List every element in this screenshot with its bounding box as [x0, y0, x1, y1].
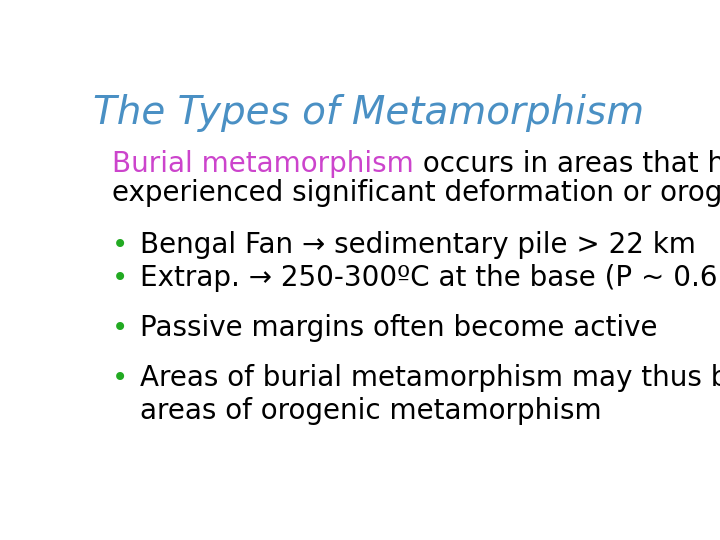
Text: Bengal Fan → sedimentary pile > 22 km: Bengal Fan → sedimentary pile > 22 km — [140, 231, 696, 259]
Text: Areas of burial metamorphism may thus become: Areas of burial metamorphism may thus be… — [140, 364, 720, 392]
Text: •: • — [112, 314, 129, 342]
Text: areas of orogenic metamorphism: areas of orogenic metamorphism — [140, 396, 602, 424]
Text: Extrap. → 250-300ºC at the base (P ~ 0.6 GPa): Extrap. → 250-300ºC at the base (P ~ 0.6… — [140, 265, 720, 292]
Text: occurs in areas that have not: occurs in areas that have not — [414, 150, 720, 178]
Text: experienced significant deformation or orogeny: experienced significant deformation or o… — [112, 179, 720, 207]
Text: •: • — [112, 364, 129, 392]
Text: •: • — [112, 231, 129, 259]
Text: Burial metamorphism: Burial metamorphism — [112, 150, 414, 178]
Text: Passive margins often become active: Passive margins often become active — [140, 314, 658, 342]
Text: •: • — [112, 265, 129, 292]
Text: The Types of Metamorphism: The Types of Metamorphism — [94, 94, 644, 132]
